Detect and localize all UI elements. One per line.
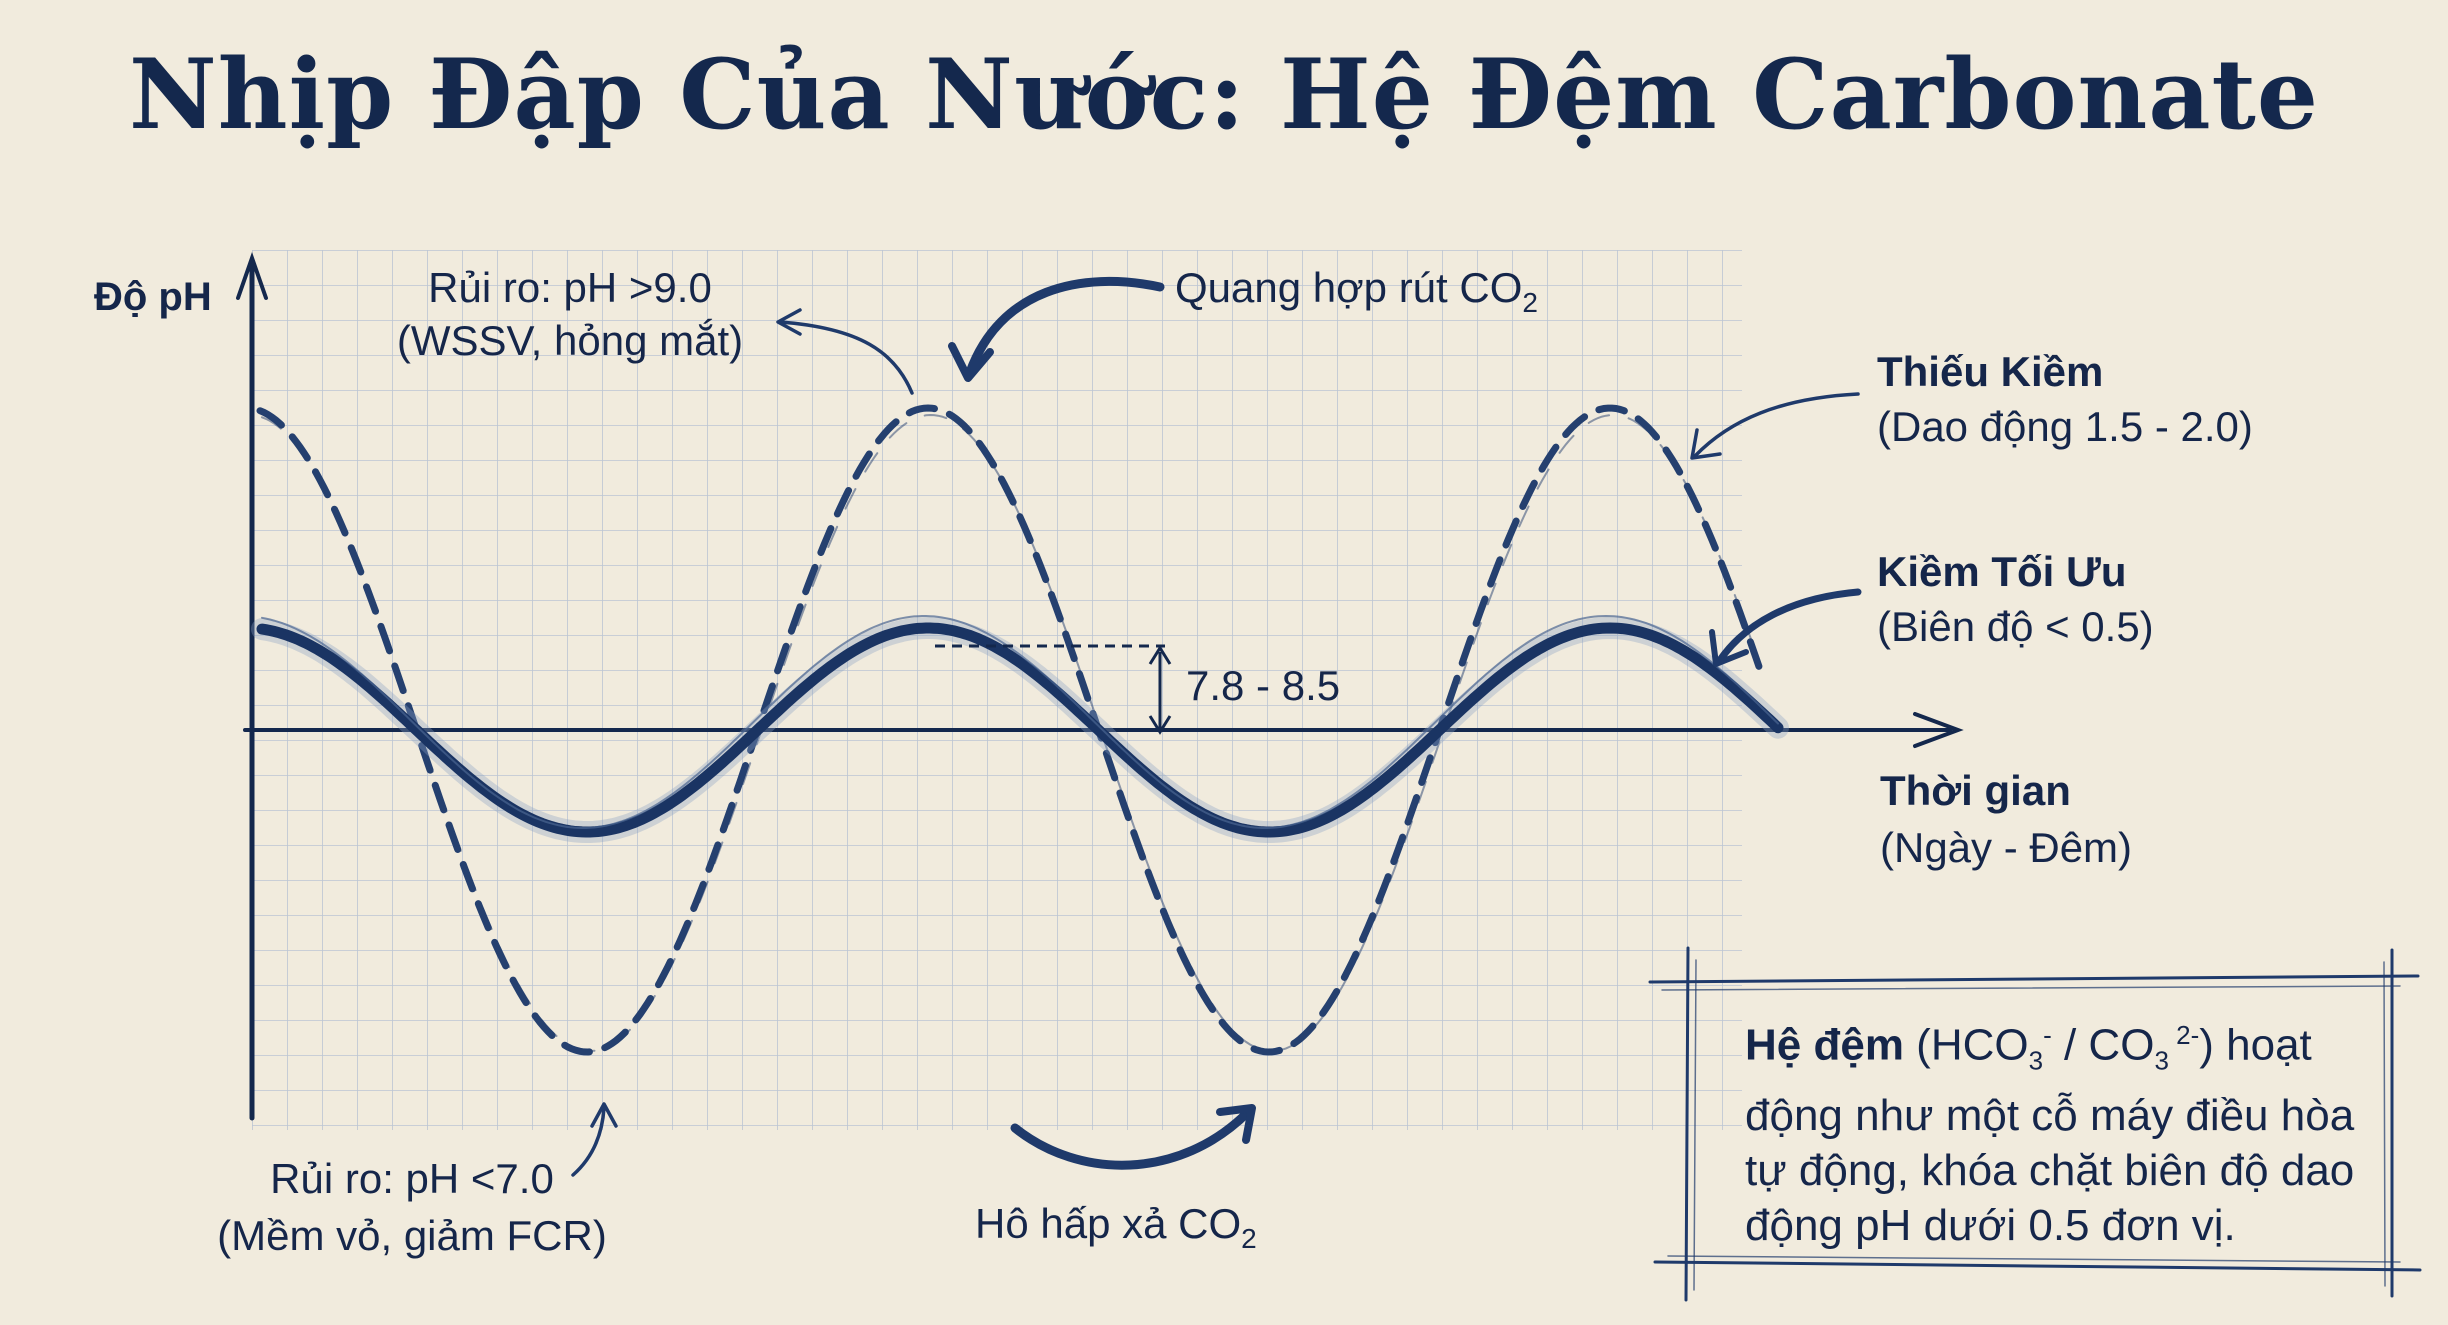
optimal-curve-path <box>256 622 1784 838</box>
low-alkalinity-curve <box>256 404 1764 1056</box>
low-alkalinity-title: Thiếu Kiềm <box>1877 348 2103 395</box>
grid-background <box>252 250 1742 1130</box>
x-axis-label: Thời gian <box>1880 767 2071 814</box>
arrow-optimal-alkalinity <box>1716 588 1862 664</box>
range-label: 7.8 - 8.5 <box>1186 662 1340 709</box>
risk-high-label-line1: Rủi ro: pH >9.0 <box>428 264 712 311</box>
arrow-risk-high <box>778 320 914 395</box>
risk-low-label-line1: Rủi ro: pH <7.0 <box>270 1155 554 1202</box>
y-axis-arrowhead <box>236 251 268 300</box>
optimal-curve-sketch <box>261 614 1779 829</box>
annotation-arrows <box>571 277 1862 1177</box>
low-alkalinity-curve-sketch <box>261 413 1755 1053</box>
optimal-alkalinity-detail: (Biên độ < 0.5) <box>1877 603 2154 650</box>
photosynthesis-label: Quang hợp rút CO2 <box>1175 264 1538 318</box>
note-body: động như một cỗ máy điều hòa tự động, kh… <box>1745 1091 2355 1251</box>
optimal-alkalinity-curve <box>251 614 1789 843</box>
x-axis-sublabel: (Ngày - Đêm) <box>1880 824 2132 871</box>
risk-low-label-line2: (Mềm vỏ, giảm FCR) <box>217 1212 607 1259</box>
range-indicator <box>935 644 1172 735</box>
page-title: Nhịp Đập Của Nước: Hệ Đệm Carbonate <box>129 38 2319 151</box>
arrow-low-alkalinity <box>1693 392 1860 458</box>
buffer-note: Hệ đệm (HCO3- / CO3 2-) hoạt động như mộ… <box>1745 1020 2355 1251</box>
risk-high-label-line2: (WSSV, hỏng mắt) <box>397 317 743 364</box>
arrow-risk-low <box>571 1106 606 1177</box>
note-bold: Hệ đệm <box>1745 1020 1904 1070</box>
respiration-label: Hô hấp xả CO2 <box>975 1200 1257 1254</box>
y-axis-label: Độ pH <box>94 275 212 319</box>
x-axis-arrowhead <box>1913 712 1964 748</box>
optimal-alkalinity-title: Kiềm Tối Ưu <box>1877 548 2127 595</box>
note-box-frame <box>1648 946 2422 1302</box>
arrow-respiration <box>1010 1107 1253 1170</box>
low-alkalinity-curve-path <box>256 404 1764 1056</box>
low-alkalinity-detail: (Dao động 1.5 - 2.0) <box>1877 403 2253 450</box>
arrow-photosynthesis <box>965 277 1165 377</box>
